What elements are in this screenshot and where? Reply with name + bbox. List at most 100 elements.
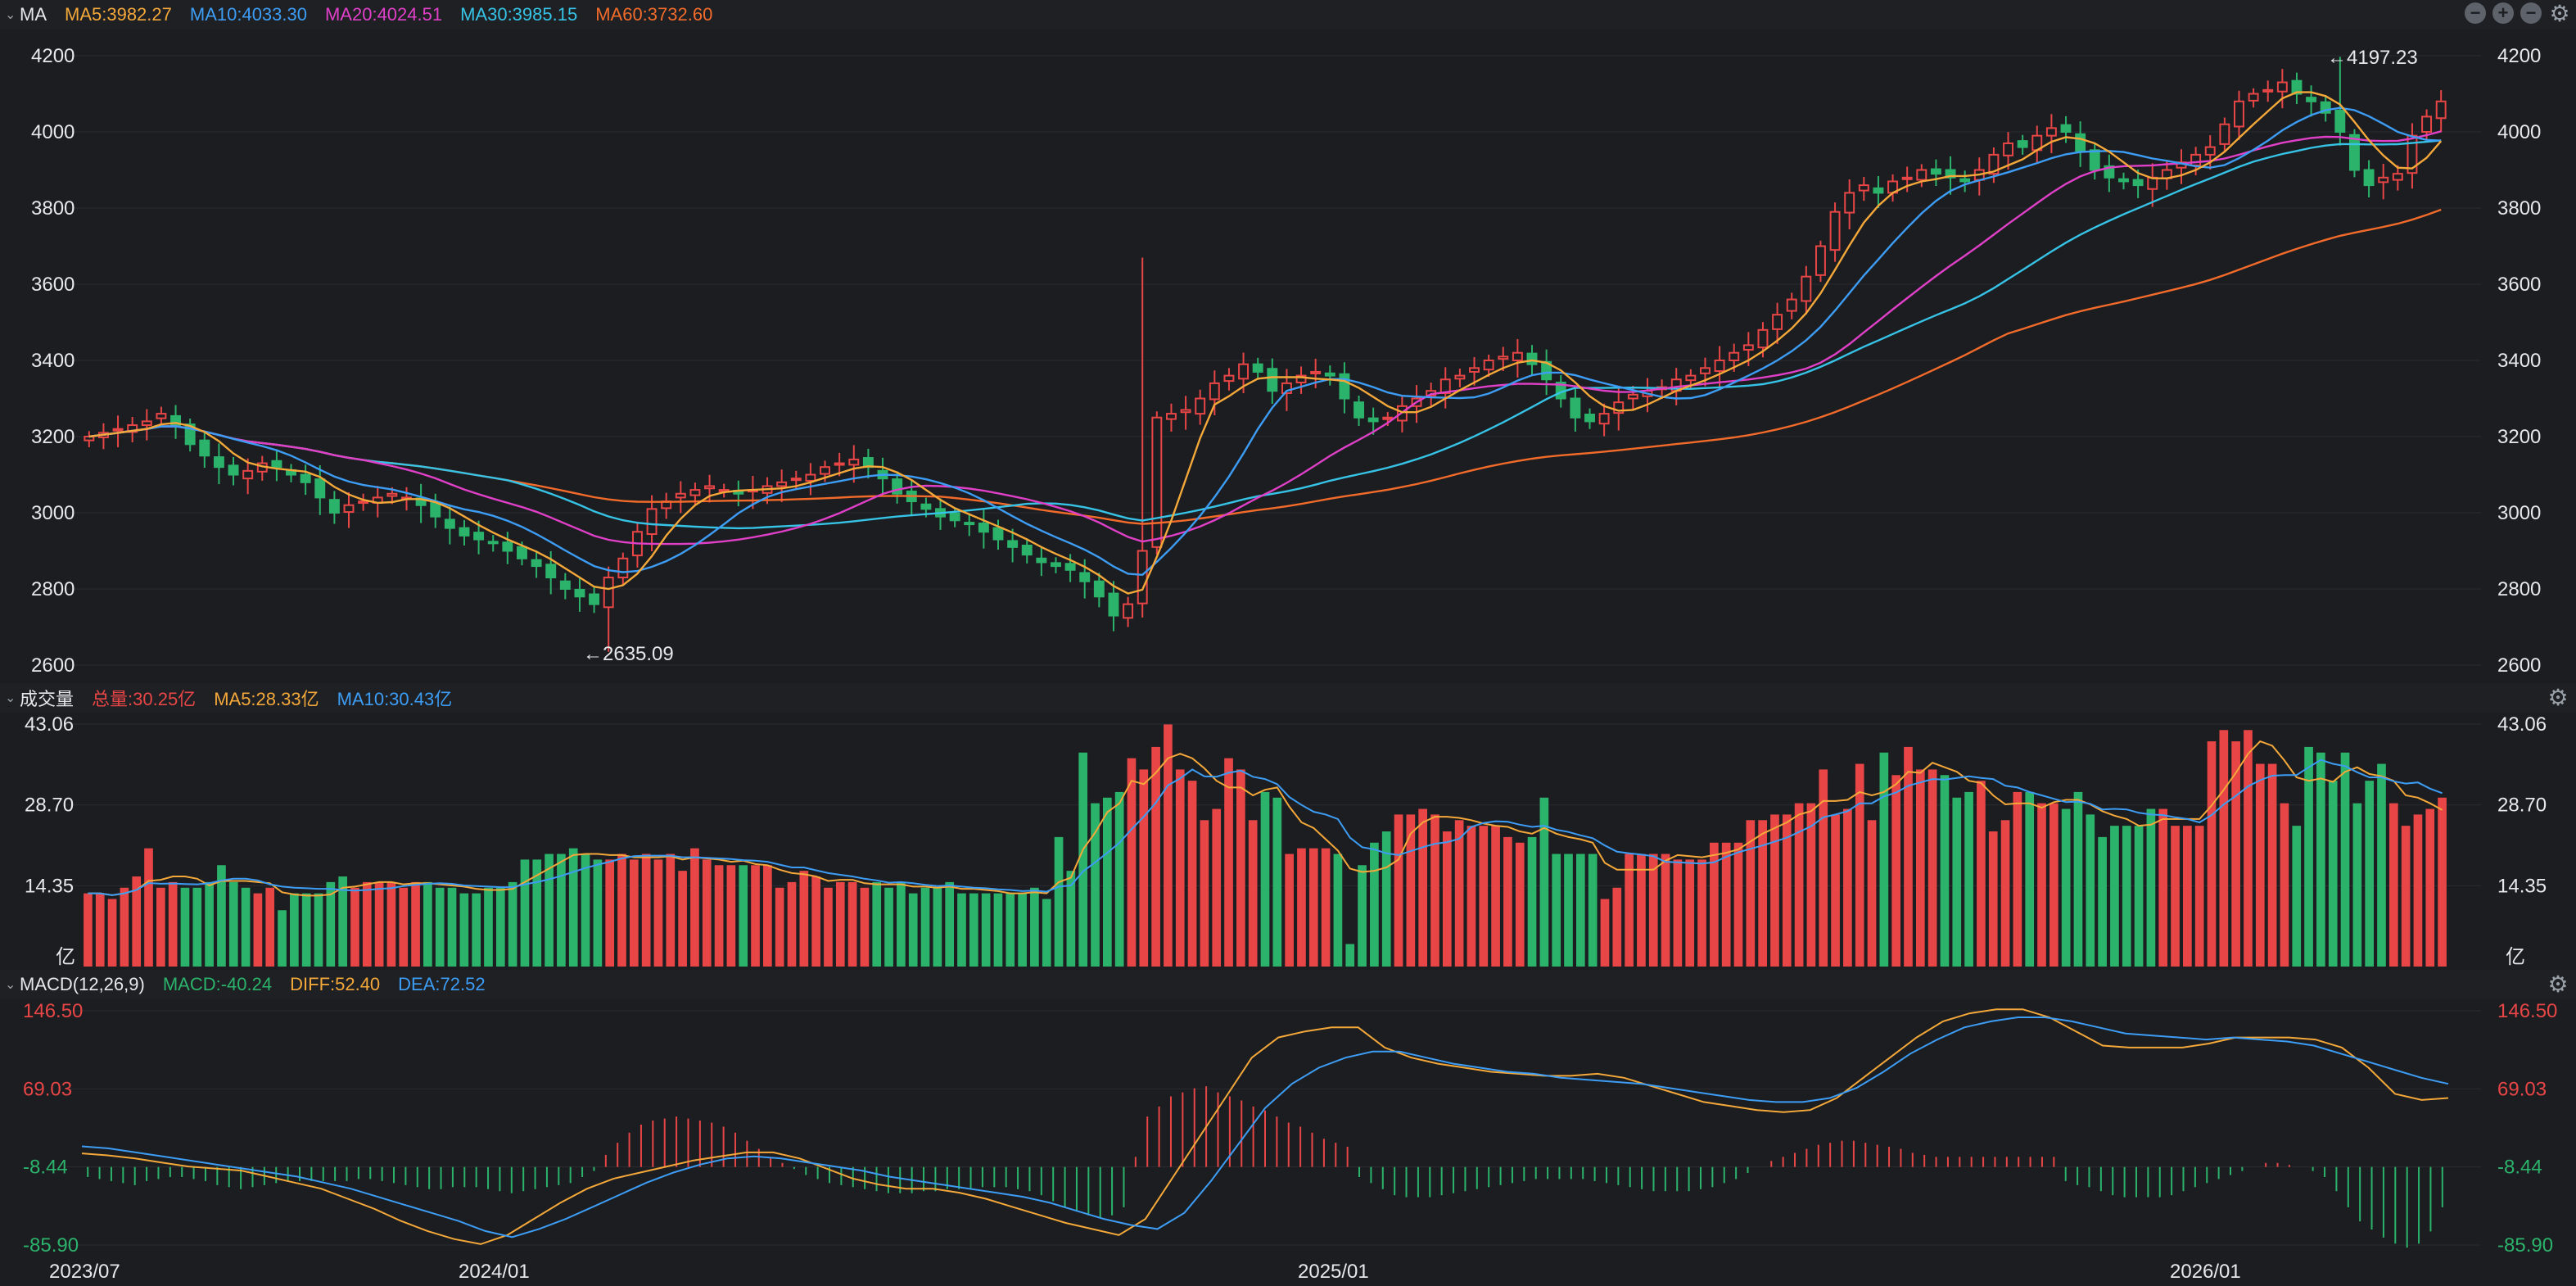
price-tick-right: 4000 [2497, 121, 2541, 143]
volume-bar [653, 859, 663, 967]
volume-tick-left: 43.06 [25, 713, 74, 736]
candle [675, 492, 686, 499]
candle [1814, 245, 1826, 276]
dea-value: DEA:72.52 [398, 974, 486, 994]
gear-icon[interactable]: ⚙ [2547, 685, 2569, 710]
volume-bar [107, 899, 117, 967]
candle [1093, 580, 1105, 598]
volume-bar [702, 859, 712, 967]
candle [2017, 140, 2028, 148]
volume-bar [581, 854, 590, 967]
volume-bar [399, 887, 409, 967]
volume-bar [1236, 769, 1245, 967]
candle [1916, 169, 1927, 181]
collapse-icon[interactable]: ⌄ [5, 691, 16, 705]
volume-bar [1891, 775, 1901, 967]
low-annotation: ←2635.09 [583, 643, 674, 665]
candle [2147, 176, 2158, 190]
volume-bar [1673, 859, 1683, 967]
candle [1036, 557, 1047, 564]
candle [1844, 192, 1855, 214]
candle [213, 456, 224, 469]
volume-bar [1539, 797, 1549, 967]
candle [401, 496, 412, 500]
volume-bar [95, 893, 105, 967]
volume-bar [2328, 781, 2338, 967]
volume-tick-right: 43.06 [2497, 713, 2547, 736]
ma30-line [88, 139, 2442, 530]
price-tick-left: 3800 [31, 197, 75, 220]
volume-bar [1175, 769, 1185, 967]
volume-bar [1819, 769, 1828, 967]
volume-bar [641, 854, 651, 967]
volume-bar [2194, 826, 2204, 967]
candle [545, 564, 557, 579]
volume-bar [1843, 808, 1852, 967]
ma10-value: MA10:4033.30 [189, 4, 307, 25]
volume-bar [884, 887, 893, 967]
volume-bar [775, 887, 784, 967]
volume-bar [1746, 820, 1756, 967]
volume-bar [2073, 791, 2083, 967]
volume-bar [1552, 854, 1561, 967]
volume-bar [1018, 893, 1027, 967]
volume-bar [1442, 831, 1452, 967]
volume-bar [1904, 746, 1913, 967]
volume-bar [1988, 831, 1998, 967]
volume-bar [2061, 808, 2071, 967]
gear-icon[interactable]: ⚙ [2549, 1, 2570, 26]
macd-indicator-name[interactable]: MACD(12,26,9) [20, 974, 145, 994]
volume-bar [1479, 826, 1489, 967]
volume-bar [714, 865, 724, 967]
candle [228, 464, 239, 476]
price-tick-right: 3800 [2497, 197, 2541, 220]
candle [1223, 374, 1235, 383]
collapse-icon[interactable]: ⌄ [5, 978, 16, 992]
axis-labels: 4200 4200 4000 4000 3800 3800 3600 3600 3400 3400… [23, 45, 2557, 1283]
candle [2320, 101, 2331, 114]
volume-indicator-name[interactable]: 成交量 [20, 689, 75, 709]
volume-bar [2134, 826, 2144, 967]
volume-bar [459, 893, 469, 967]
main-indicator-name[interactable]: MA [20, 4, 47, 25]
candle [1238, 363, 1250, 380]
volume-bar [1066, 871, 1076, 967]
plus-icon[interactable]: + [2492, 2, 2514, 24]
volume-bar [1503, 836, 1512, 967]
volume-bar [1187, 781, 1197, 967]
volume-bar [1491, 826, 1500, 967]
candle [1930, 168, 1941, 175]
volume-bar [1418, 808, 1428, 967]
volume-chart-header: ⌄ 成交量 总量:30.25亿 MA5:28.33亿 MA10:30.43亿 ⚙ [0, 683, 2576, 713]
volume-bar [726, 865, 736, 967]
candle [559, 580, 571, 591]
candle [1310, 370, 1322, 374]
collapse-icon[interactable]: ⌄ [5, 8, 16, 22]
minus-icon[interactable]: − [2465, 2, 2486, 24]
candle [992, 527, 1004, 541]
candle [2118, 178, 2129, 183]
volume-bar [1855, 763, 1864, 967]
volume-bar [144, 848, 153, 967]
volume-bar [763, 865, 772, 967]
candle [1281, 382, 1292, 394]
minus-icon[interactable]: − [2520, 2, 2542, 24]
volume-bar [411, 881, 420, 967]
candle [1973, 169, 1985, 181]
volume-bar [1381, 831, 1391, 967]
candle [1483, 360, 1494, 371]
dea-line [81, 1017, 2449, 1238]
volume-bar [156, 887, 165, 967]
gear-icon[interactable]: ⚙ [2547, 971, 2569, 997]
candle [1873, 187, 1884, 194]
volume-bar [2049, 803, 2059, 967]
candle [1685, 374, 1697, 382]
volume-bar [520, 859, 530, 967]
volume-bar [2000, 820, 2010, 967]
volume-bar [1806, 803, 1816, 967]
volume-bar [1272, 797, 1282, 967]
volume-bar [1527, 836, 1537, 967]
candle [2262, 88, 2274, 93]
volume-bar [1515, 842, 1525, 967]
